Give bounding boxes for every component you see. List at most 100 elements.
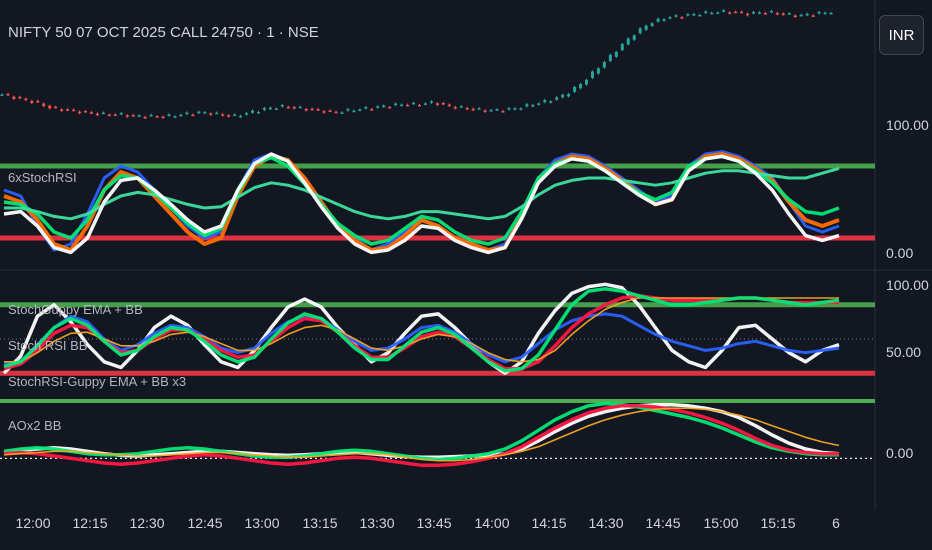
price-candle-body bbox=[590, 71, 594, 78]
price-candle-body bbox=[573, 87, 577, 92]
price-candle-body bbox=[608, 54, 612, 62]
series-line-white bbox=[3, 402, 840, 459]
price-candle-body bbox=[256, 111, 260, 114]
price-candle-body bbox=[543, 100, 547, 103]
indicator-label-stochguppy[interactable]: StochGuppy EMA + BB bbox=[8, 302, 143, 317]
price-candle-body bbox=[734, 11, 738, 14]
price-candle-body bbox=[722, 10, 726, 12]
price-candle-body bbox=[471, 108, 475, 111]
price-candle-body bbox=[30, 100, 34, 103]
price-candle-body bbox=[412, 102, 416, 105]
price-candle-body bbox=[191, 114, 195, 117]
price-candle-body bbox=[89, 112, 93, 114]
price-candle-body bbox=[626, 38, 630, 45]
indicator-label-stochrsi-guppy[interactable]: StochRSI-Guppy EMA + BB x3 bbox=[8, 374, 187, 389]
indicator-label-aox2[interactable]: AOx2 BB bbox=[8, 418, 62, 433]
price-candle-body bbox=[227, 115, 231, 117]
series-line-green bbox=[3, 401, 839, 462]
x-tick-label: 15:15 bbox=[760, 515, 795, 531]
price-candle-body bbox=[328, 110, 332, 113]
price-candle-body bbox=[167, 114, 171, 116]
price-candle-body bbox=[441, 103, 445, 105]
price-candle-body bbox=[537, 103, 541, 105]
x-tick-label: 13:00 bbox=[244, 515, 279, 531]
price-candle-body bbox=[638, 28, 642, 34]
price-candle-body bbox=[793, 15, 797, 17]
price-candle-body bbox=[775, 13, 779, 15]
price-candle-body bbox=[674, 15, 678, 17]
price-candle-body bbox=[310, 108, 314, 111]
y-tick-label: 0.00 bbox=[886, 445, 913, 461]
price-candle-body bbox=[602, 62, 606, 68]
symbol-title: NIFTY 50 07 OCT 2025 CALL 24750 · 1 · NS… bbox=[8, 24, 319, 41]
price-candle-body bbox=[549, 101, 553, 103]
price-candle-body bbox=[579, 84, 583, 89]
price-candle-body bbox=[340, 112, 344, 114]
price-candle-body bbox=[799, 14, 803, 17]
x-tick-label: 12:00 bbox=[15, 515, 50, 531]
price-candle-body bbox=[614, 51, 618, 57]
price-candle-body bbox=[161, 116, 165, 119]
x-tick-label: 14:30 bbox=[588, 515, 623, 531]
y-tick-label: 50.00 bbox=[886, 344, 921, 360]
currency-button[interactable]: INR bbox=[879, 15, 924, 55]
series-line-red bbox=[3, 404, 839, 468]
series-line-blue bbox=[3, 312, 840, 366]
price-candle-body bbox=[18, 96, 22, 99]
price-candle-body bbox=[221, 114, 225, 116]
price-candle-body bbox=[585, 79, 588, 85]
price-candle-body bbox=[66, 109, 70, 111]
x-tick-label: 14:45 bbox=[645, 515, 680, 531]
price-candle-body bbox=[84, 111, 87, 113]
price-candle-body bbox=[644, 25, 648, 30]
price-candle-body bbox=[435, 103, 439, 105]
price-candle-body bbox=[692, 13, 696, 16]
price-candle-body bbox=[400, 104, 404, 107]
price-candle-body bbox=[650, 23, 654, 26]
price-candle-body bbox=[752, 12, 755, 14]
price-candle-body bbox=[137, 115, 141, 117]
price-candle-body bbox=[459, 106, 463, 108]
price-candle-body bbox=[423, 103, 427, 105]
series-line-white bbox=[2, 282, 840, 375]
price-candle-body bbox=[746, 13, 750, 16]
price-candle-body bbox=[495, 109, 499, 111]
price-candle-body bbox=[125, 115, 129, 117]
price-candle-body bbox=[203, 112, 207, 114]
price-candle-body bbox=[418, 104, 421, 107]
price-candle-body bbox=[36, 100, 40, 103]
price-candle-body bbox=[179, 114, 183, 117]
price-candle-body bbox=[24, 98, 28, 101]
price-candle-body bbox=[477, 108, 481, 110]
series-line-gold bbox=[3, 407, 840, 462]
price-candle-body bbox=[668, 17, 672, 19]
price-candle-body bbox=[555, 97, 559, 100]
y-tick-label: 100.00 bbox=[886, 277, 929, 293]
price-candle-body bbox=[805, 13, 809, 16]
price-candle-body bbox=[370, 109, 374, 111]
price-candle-body bbox=[72, 109, 76, 112]
price-candle-body bbox=[286, 106, 290, 109]
price-candle-body bbox=[131, 115, 135, 117]
price-candle-body bbox=[173, 116, 177, 118]
price-candle-body bbox=[185, 112, 189, 115]
price-candle-body bbox=[119, 113, 123, 115]
y-tick-label: 0.00 bbox=[886, 245, 913, 261]
price-candle-body bbox=[453, 106, 457, 109]
price-candle-body bbox=[686, 14, 690, 16]
price-candle-body bbox=[716, 12, 720, 15]
price-candle-body bbox=[298, 106, 302, 109]
x-tick-label: 12:15 bbox=[72, 515, 107, 531]
price-candle-body bbox=[107, 114, 111, 117]
indicator-label-stochrsi-bb[interactable]: Stoch RSI BB bbox=[8, 338, 88, 353]
price-candle-body bbox=[334, 111, 338, 114]
price-candle-body bbox=[262, 108, 266, 110]
price-candle-body bbox=[316, 109, 320, 111]
price-candle-body bbox=[215, 112, 219, 115]
price-candle-body bbox=[113, 114, 117, 116]
price-candle-body bbox=[143, 116, 147, 119]
price-candle-body bbox=[656, 18, 660, 22]
indicator-label-6xstochrsi[interactable]: 6xStochRSI bbox=[8, 170, 77, 185]
price-candle-body bbox=[95, 113, 99, 116]
